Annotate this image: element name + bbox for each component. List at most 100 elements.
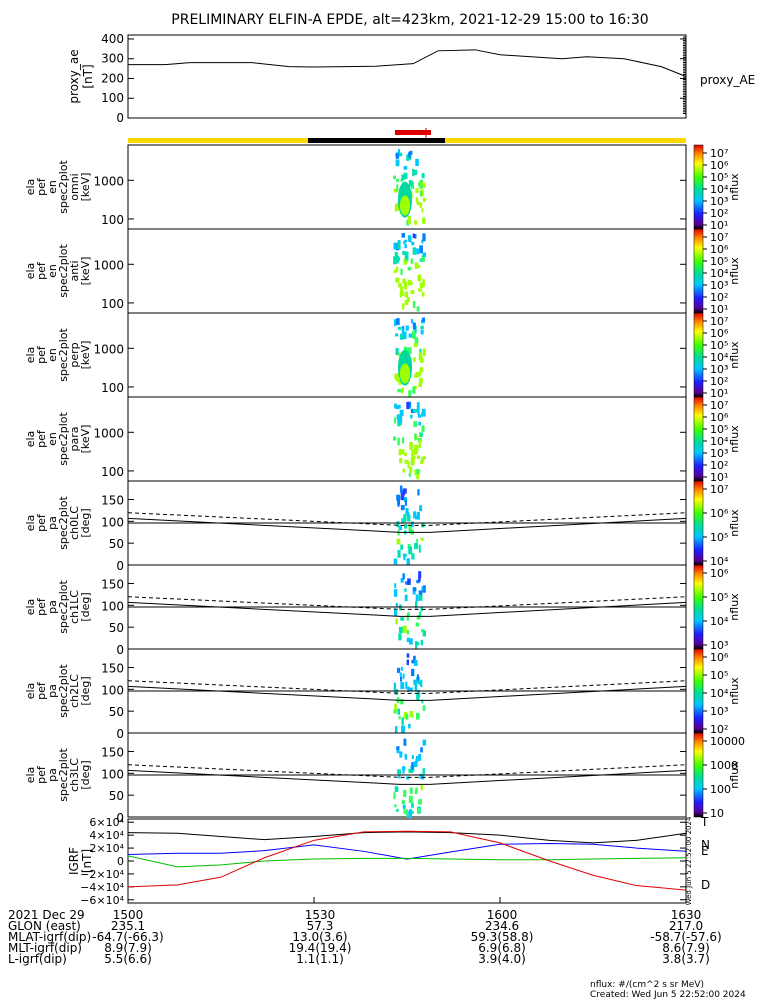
- flux-pixel: [413, 325, 417, 334]
- flux-pixel: [418, 352, 423, 361]
- y-axis-label: ela: [24, 431, 37, 448]
- flux-pixel: [419, 191, 423, 197]
- figure-title: PRELIMINARY ELFIN-A EPDE, alt=423km, 202…: [171, 12, 648, 28]
- proxy-ae-panel: 0 100 200 300 400 proxy_ae [nT] proxy_AE: [67, 32, 755, 125]
- y-tick-label: 4×10⁴: [89, 829, 124, 842]
- ephemeris-value: 8.6(7.9): [662, 941, 710, 955]
- flux-pixel: [422, 585, 426, 593]
- flux-pixel: [406, 637, 410, 643]
- flux-pixel: [414, 601, 418, 609]
- flux-pixel: [397, 149, 401, 155]
- phase-collection: [308, 138, 445, 143]
- flux-pixel: [420, 679, 423, 688]
- flux-pixel: [408, 472, 411, 477]
- flux-pixel: [419, 377, 423, 384]
- flux-pixel: [420, 325, 424, 329]
- ephemeris-label: GLON (east): [8, 919, 81, 933]
- flux-pixel: [394, 252, 398, 258]
- flux-pixel: [422, 252, 427, 257]
- flux-pixel: [420, 606, 424, 612]
- flux-pixel: [422, 197, 427, 202]
- y-axis-label: ch0LC: [68, 506, 81, 540]
- flux-pixel: [419, 505, 423, 512]
- flux-pixel: [404, 452, 407, 457]
- flux-pixel: [394, 703, 397, 712]
- flux-pixel: [418, 382, 423, 387]
- colorbar-tick-label: 10⁴: [710, 267, 729, 280]
- flux-pixel: [414, 409, 419, 413]
- flux-pixel: [416, 538, 419, 543]
- flux-pixel: [413, 169, 418, 176]
- flux-pixel: [422, 739, 427, 746]
- flux-pixel: [412, 168, 415, 177]
- flux-pixel: [410, 258, 413, 264]
- flux-pixel: [421, 208, 424, 213]
- y-tick-label: 6×10⁴: [89, 816, 124, 829]
- y-axis-label: spec2plot: [57, 748, 70, 802]
- colorbar-label: nflux: [728, 257, 741, 285]
- flux-pixel: [421, 239, 424, 244]
- flux-pixel: [396, 207, 400, 211]
- flux-pixel: [398, 633, 402, 641]
- flux-pixel: [408, 279, 412, 286]
- flux-pixel: [418, 571, 422, 578]
- ephemeris-value: 234.6: [485, 919, 519, 933]
- flux-pixel: [406, 809, 409, 817]
- flux-pixel: [418, 421, 422, 426]
- flux-pixel: [418, 799, 422, 805]
- ephemeris-value: 1.1(1.1): [296, 952, 344, 966]
- flux-pixel: [395, 374, 399, 382]
- y-axis-label: ela: [24, 263, 37, 280]
- y-axis-label: spec2plot: [57, 412, 70, 466]
- ephemeris-value: 8.9(7.9): [104, 941, 152, 955]
- flux-pixel: [422, 456, 427, 460]
- y-axis-label: [deg]: [79, 508, 92, 537]
- flux-pixel: [396, 266, 399, 272]
- ephemeris-table: 2021 Dec 29 1500 1530 1600 1630 GLON (east) 23…: [8, 908, 722, 966]
- flux-pixel: [393, 558, 398, 565]
- series-label: T: [700, 815, 709, 829]
- flux-pixel: [394, 373, 397, 380]
- flux-pixel: [413, 511, 417, 519]
- flux-pixel: [415, 248, 420, 255]
- phase-bar: [128, 128, 686, 143]
- y-tick-label: 0: [116, 111, 124, 125]
- y-axis-label: spec2plot: [57, 580, 70, 634]
- loss-cone-dashed: [127, 512, 687, 526]
- flux-pixel: [408, 333, 413, 338]
- ephemeris-value: 1630: [671, 908, 702, 922]
- y-tick-label: 1000: [93, 174, 124, 188]
- colorbar-tick-label: 10⁶: [710, 243, 729, 256]
- ephemeris-value: 1600: [487, 908, 518, 922]
- flux-pixel: [397, 257, 401, 261]
- y-axis-label: pef: [35, 429, 48, 448]
- flux-pixel: [404, 588, 407, 592]
- y-tick-label: 100: [101, 381, 124, 395]
- colorbar: [693, 480, 704, 566]
- colorbar-tick-label: 10⁷: [710, 315, 728, 328]
- y-axis-label: spec2plot: [57, 244, 70, 298]
- flux-pixel: [393, 792, 396, 799]
- colorbar-tick-label: 10⁴: [710, 555, 729, 568]
- flux-pixel: [406, 297, 410, 303]
- colorbar-tick-label: 10²: [710, 375, 728, 388]
- flux-pixel: [418, 594, 423, 601]
- collection-marker: [395, 130, 431, 135]
- flux-pixel: [422, 233, 426, 242]
- flux-pixel: [402, 573, 405, 580]
- flux-pixel: [399, 457, 403, 464]
- series-label: D: [701, 878, 710, 892]
- y-tick-label: 2×10⁴: [89, 842, 124, 855]
- plot-frame: [127, 34, 687, 119]
- colorbar-tick-label: 10⁵: [710, 669, 728, 682]
- flux-pixel: [418, 681, 421, 686]
- flux-pixel: [415, 436, 419, 440]
- flux-pixel: [422, 348, 426, 356]
- flux-pixel: [413, 655, 416, 661]
- flux-pixel: [400, 682, 405, 690]
- y-tick-label: 0: [116, 643, 124, 657]
- y-axis-label: ch2LC: [68, 674, 81, 708]
- flux-pixel: [419, 202, 423, 208]
- flux-pixel: [418, 590, 423, 596]
